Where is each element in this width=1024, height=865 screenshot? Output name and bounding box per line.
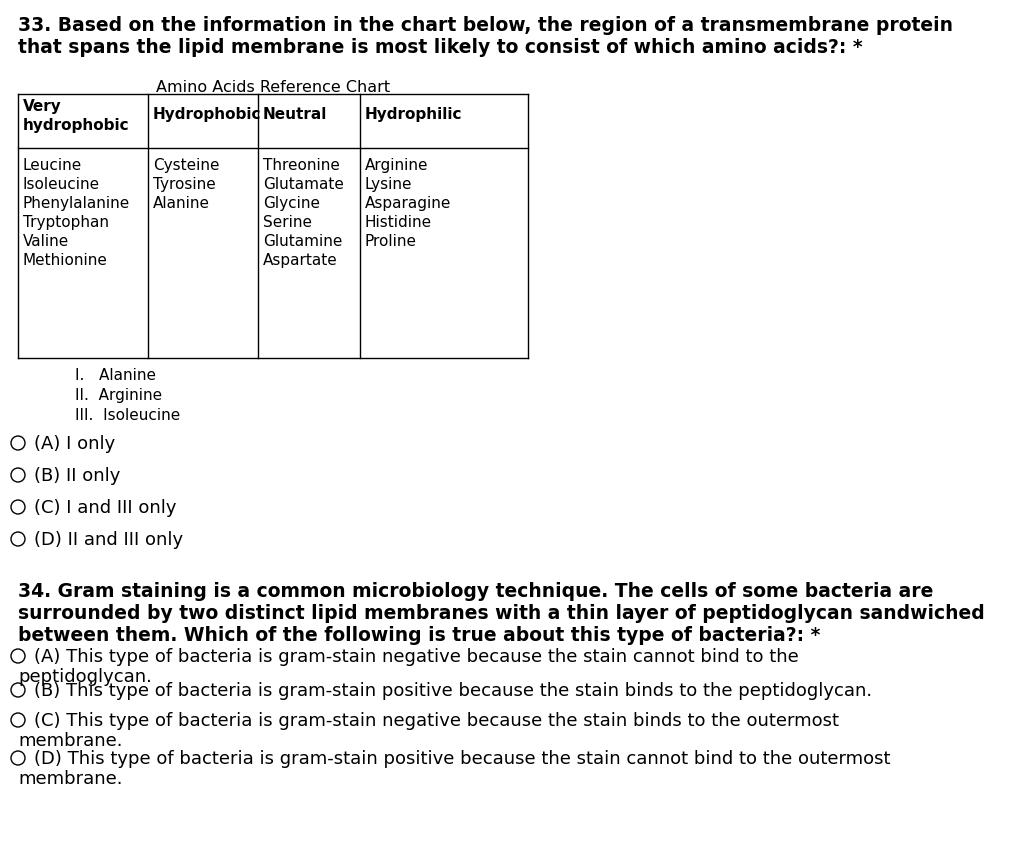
Text: that spans the lipid membrane is most likely to consist of which amino acids?: *: that spans the lipid membrane is most li…	[18, 38, 862, 57]
Text: (D) This type of bacteria is gram-stain positive because the stain cannot bind t: (D) This type of bacteria is gram-stain …	[34, 750, 891, 768]
Text: membrane.: membrane.	[18, 732, 123, 750]
Text: II.  Arginine: II. Arginine	[75, 388, 162, 403]
Text: Phenylalanine: Phenylalanine	[23, 196, 130, 211]
Text: Lysine: Lysine	[365, 177, 413, 192]
Text: Valine: Valine	[23, 234, 70, 249]
Text: peptidoglycan.: peptidoglycan.	[18, 668, 152, 686]
Text: Asparagine: Asparagine	[365, 196, 452, 211]
Text: I.   Alanine: I. Alanine	[75, 368, 156, 383]
Text: Histidine: Histidine	[365, 215, 432, 230]
Text: (C) I and III only: (C) I and III only	[34, 499, 176, 517]
Text: Aspartate: Aspartate	[263, 253, 338, 268]
Text: Methionine: Methionine	[23, 253, 108, 268]
Text: Glutamine: Glutamine	[263, 234, 342, 249]
Text: (B) II only: (B) II only	[34, 467, 121, 485]
Text: Isoleucine: Isoleucine	[23, 177, 100, 192]
Text: Hydrophobic: Hydrophobic	[153, 107, 261, 122]
Text: (D) II and III only: (D) II and III only	[34, 531, 183, 549]
Text: (C) This type of bacteria is gram-stain negative because the stain binds to the : (C) This type of bacteria is gram-stain …	[34, 712, 839, 730]
Text: Proline: Proline	[365, 234, 417, 249]
Text: Tyrosine: Tyrosine	[153, 177, 216, 192]
Text: (A) I only: (A) I only	[34, 435, 116, 453]
Text: Hydrophilic: Hydrophilic	[365, 107, 463, 122]
Text: (A) This type of bacteria is gram-stain negative because the stain cannot bind t: (A) This type of bacteria is gram-stain …	[34, 648, 799, 666]
Text: Alanine: Alanine	[153, 196, 210, 211]
Text: 34. Gram staining is a common microbiology technique. The cells of some bacteria: 34. Gram staining is a common microbiolo…	[18, 582, 933, 601]
Text: Very
hydrophobic: Very hydrophobic	[23, 99, 130, 132]
Text: between them. Which of the following is true about this type of bacteria?: *: between them. Which of the following is …	[18, 626, 820, 645]
Text: membrane.: membrane.	[18, 770, 123, 788]
Text: Tryptophan: Tryptophan	[23, 215, 109, 230]
Text: Amino Acids Reference Chart: Amino Acids Reference Chart	[156, 80, 390, 95]
Text: Glycine: Glycine	[263, 196, 319, 211]
Text: III.  Isoleucine: III. Isoleucine	[75, 408, 180, 423]
Text: Serine: Serine	[263, 215, 312, 230]
Text: (B) This type of bacteria is gram-stain positive because the stain binds to the : (B) This type of bacteria is gram-stain …	[34, 682, 872, 700]
Text: Arginine: Arginine	[365, 158, 428, 173]
Text: Glutamate: Glutamate	[263, 177, 344, 192]
Text: Threonine: Threonine	[263, 158, 340, 173]
Text: Cysteine: Cysteine	[153, 158, 219, 173]
Text: Leucine: Leucine	[23, 158, 82, 173]
Text: Neutral: Neutral	[263, 107, 328, 122]
Text: surrounded by two distinct lipid membranes with a thin layer of peptidoglycan sa: surrounded by two distinct lipid membran…	[18, 604, 985, 623]
Text: 33. Based on the information in the chart below, the region of a transmembrane p: 33. Based on the information in the char…	[18, 16, 953, 35]
